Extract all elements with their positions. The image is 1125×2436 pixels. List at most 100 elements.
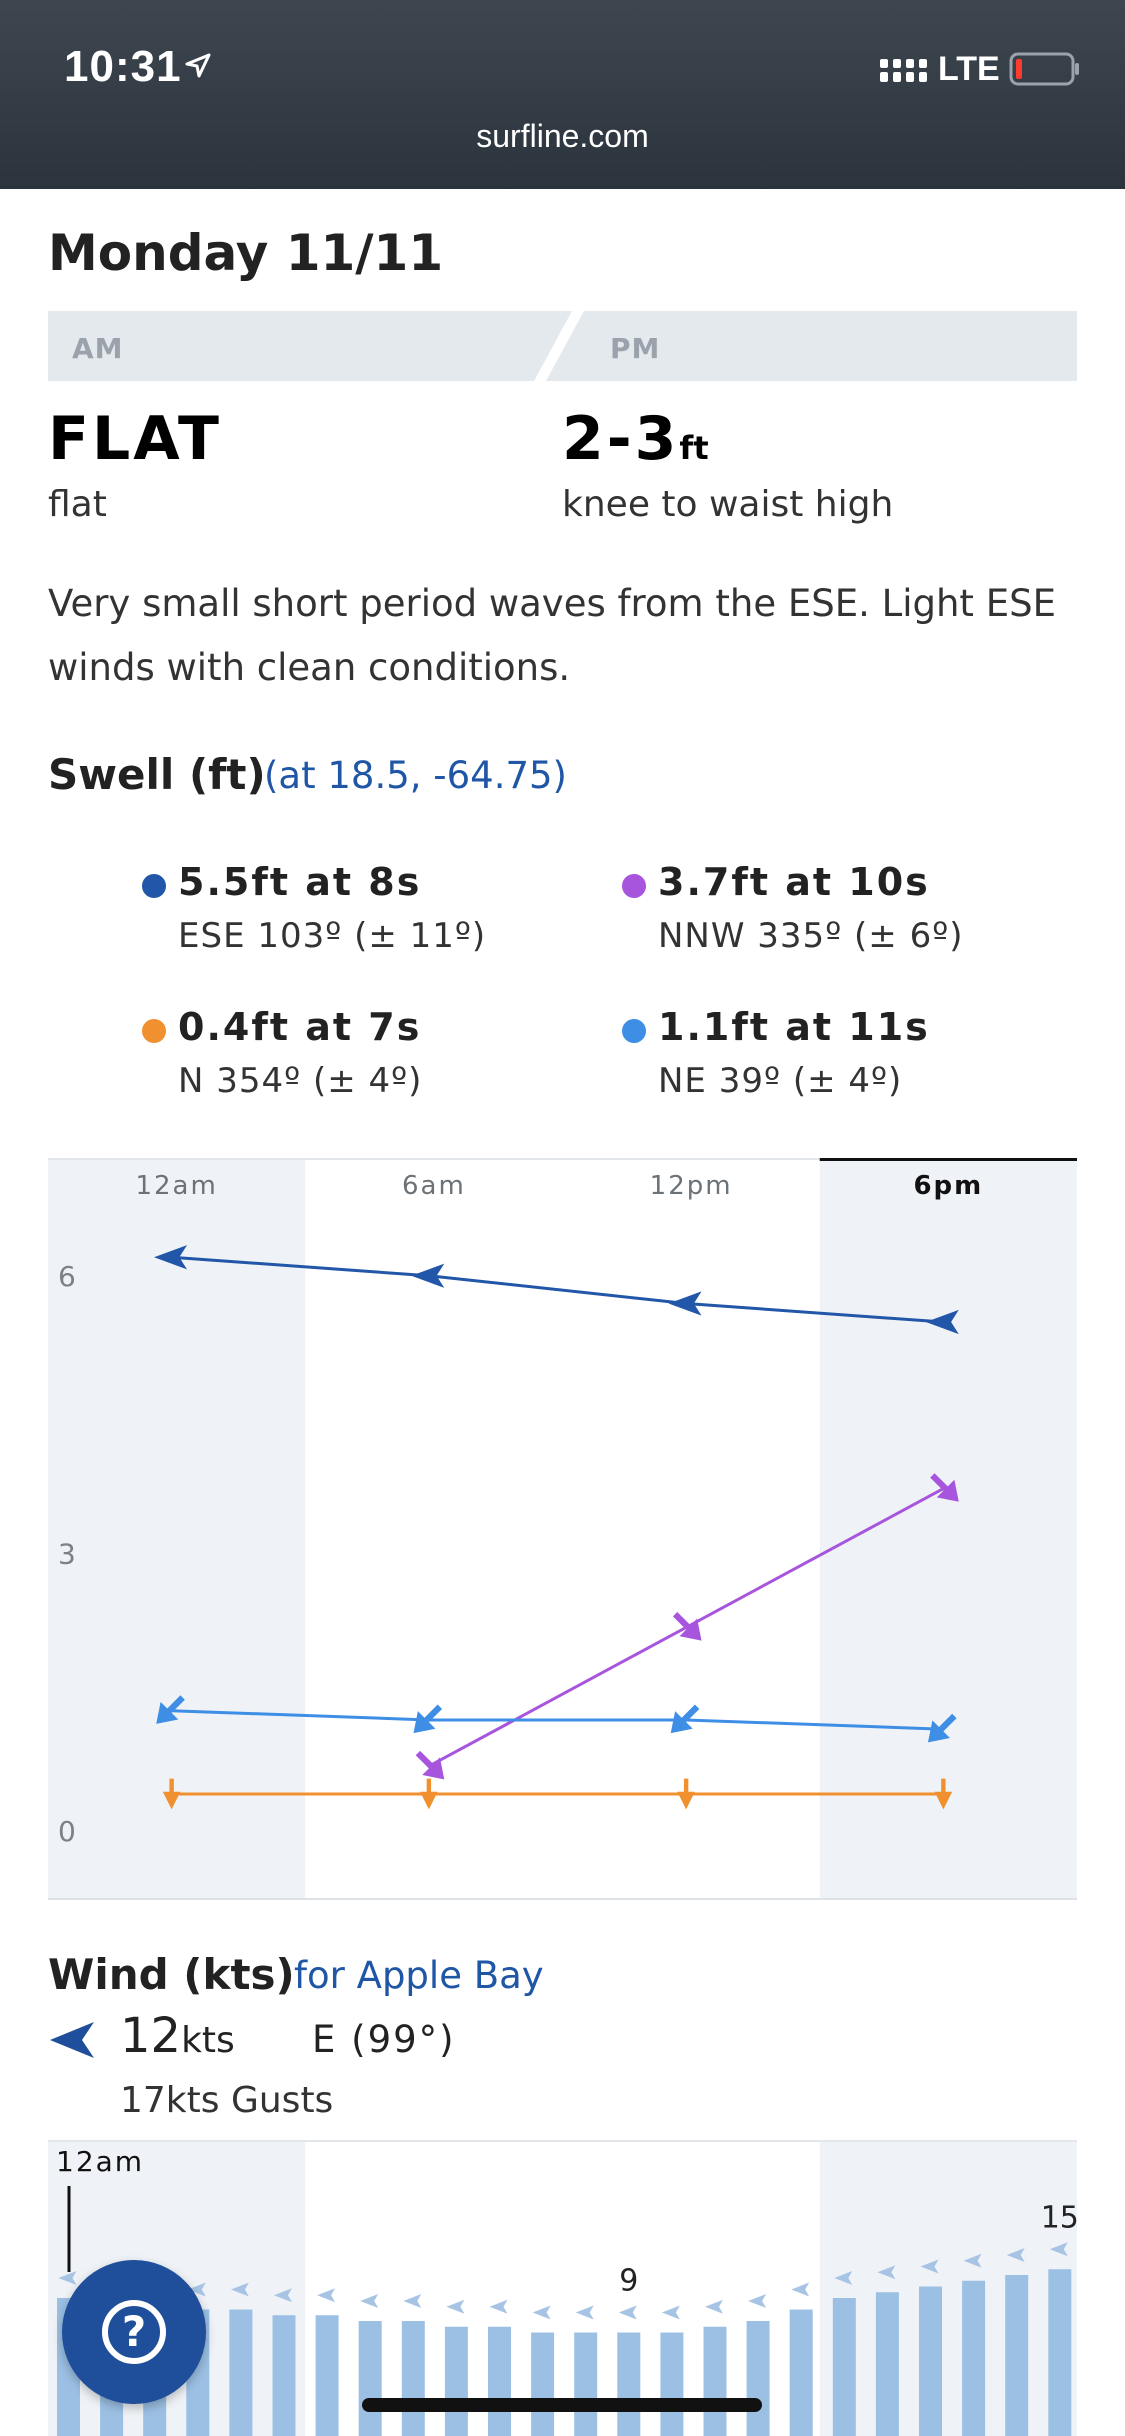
wind-bar-arrow: [1049, 2242, 1068, 2257]
wind-bar: [1005, 2275, 1029, 2436]
wind-bar-arrow: [489, 2299, 508, 2314]
swell-color-dot: [142, 1019, 166, 1043]
wind-column-bg: [562, 2140, 820, 2436]
wind-bar-arrow: [403, 2294, 422, 2308]
chart-column-bg: [48, 1158, 306, 1900]
swell-chart[interactable]: 12am 6am 12pm 6pm 0 3 6: [48, 1158, 1077, 1900]
swell-series-line: [171, 1709, 944, 1731]
wind-bar-arrow: [58, 2271, 77, 2285]
wind-bar-arrow: [618, 2305, 637, 2320]
wind-bar: [444, 2326, 468, 2436]
wind-bar-arrow: [963, 2253, 982, 2268]
pm-surf-height: 2-3ft: [562, 404, 709, 474]
swell-point-arrow: [668, 1291, 702, 1316]
wind-chart-svg[interactable]: 12am 9 15: [48, 2140, 1077, 2436]
wind-speed-unit: kts: [181, 2020, 235, 2061]
home-indicator[interactable]: [362, 2398, 762, 2412]
wind-bar-arrow: [748, 2294, 767, 2308]
wind-direction: E (99°): [312, 2018, 456, 2061]
wind-bar-arrow: [532, 2305, 551, 2320]
y-tick-label: 6: [58, 1260, 76, 1293]
swell-point-arrow: [930, 1473, 959, 1502]
swell-point-arrow: [415, 1750, 445, 1780]
wind-bar: [660, 2332, 684, 2436]
x-tick-label: 6am: [402, 1171, 466, 1201]
swell-point-arrow: [670, 1704, 700, 1734]
pm-height-value: 2-3: [562, 404, 680, 474]
y-tick-label: 0: [58, 1815, 76, 1848]
forecast-summary: Very small short period waves from the E…: [48, 582, 1056, 689]
wind-chart[interactable]: 12am 9 15: [48, 2140, 1077, 2436]
x-tick-label: 12am: [135, 1171, 217, 1201]
swell-direction: NNW 335º (± 6º): [658, 916, 964, 956]
swell-height-period: 5.5ft at 8s: [178, 860, 422, 904]
wind-bar: [1048, 2269, 1072, 2436]
swell-title: Swell (ft): [48, 750, 266, 799]
swell-chart-svg[interactable]: 12am 6am 12pm 6pm 0 3 6: [48, 1158, 1077, 1900]
swell-height-period: 1.1ft at 11s: [658, 1005, 930, 1049]
wind-bar: [531, 2332, 555, 2436]
swell-direction: ESE 103º (± 11º): [178, 916, 487, 956]
swell-color-dot: [622, 874, 646, 898]
wind-bar-arrow: [575, 2305, 594, 2320]
swell-point-arrow: [925, 1309, 959, 1335]
wind-bar: [488, 2326, 511, 2436]
pm-height-unit: ft: [679, 429, 709, 467]
wind-bar: [789, 2309, 813, 2436]
chart-column-bg: [819, 1158, 1077, 1900]
wind-location[interactable]: for Apple Bay: [294, 1954, 544, 1997]
swell-point-arrow: [413, 1704, 443, 1734]
wind-bar: [617, 2332, 641, 2436]
swell-color-dot: [142, 874, 166, 898]
wind-gusts: 17kts Gusts: [120, 2080, 334, 2121]
x-tick-label: 6pm: [913, 1171, 983, 1201]
wind-bar: [574, 2332, 598, 2436]
wind-bar-arrow: [791, 2282, 810, 2297]
help-button[interactable]: ?: [62, 2260, 206, 2404]
wind-bar-arrow: [1006, 2248, 1025, 2262]
wind-bar-arrow: [230, 2282, 249, 2297]
swell-point-arrow: [420, 1778, 438, 1810]
wind-bar: [875, 2292, 899, 2436]
question-mark-icon: ?: [102, 2300, 166, 2364]
wind-bar: [272, 2315, 296, 2436]
wind-title: Wind (kts): [48, 1950, 295, 1999]
wind-bar-label: 15: [1041, 2200, 1077, 2235]
pm-label: PM: [610, 332, 661, 365]
swell-point-arrow: [162, 1778, 181, 1810]
wind-bar-arrow: [705, 2299, 723, 2314]
swell-point-arrow: [927, 1713, 957, 1743]
battery-low-icon: [1009, 52, 1079, 86]
clock: 10:31: [64, 42, 182, 91]
swell-direction: N 354º (± 4º): [178, 1061, 423, 1101]
browser-status-bar: 10:31 LTE surfline.com: [0, 0, 1125, 189]
am-pm-divider: [534, 311, 584, 381]
address-bar[interactable]: surfline.com: [476, 118, 649, 154]
wind-bar: [919, 2286, 942, 2436]
wind-bar-arrow: [661, 2305, 680, 2320]
swell-point-arrow: [672, 1612, 702, 1641]
swell-location[interactable]: (at 18.5, -64.75): [264, 754, 567, 797]
swell-point-arrow: [411, 1263, 445, 1288]
wind-bar-arrow: [317, 2288, 336, 2303]
wind-bar-label: 9: [619, 2264, 638, 2299]
wind-direction-arrow-icon: [50, 2022, 94, 2058]
wind-column-bg: [819, 2140, 1077, 2436]
swell-color-dot: [622, 1019, 646, 1043]
swell-direction: NE 39º (± 4º): [658, 1061, 903, 1101]
am-surf-description: flat: [48, 484, 107, 525]
am-surf-height: FLAT: [48, 404, 222, 474]
wind-bar: [358, 2321, 382, 2436]
wind-bar: [229, 2309, 253, 2436]
swell-point-arrow: [156, 1695, 185, 1724]
swell-height-period: 0.4ft at 7s: [178, 1005, 422, 1049]
wind-column-bg: [305, 2140, 563, 2436]
swell-point-arrow: [154, 1245, 188, 1270]
wind-bar: [962, 2280, 986, 2436]
wind-bar-arrow: [187, 2282, 206, 2297]
wind-bar-arrow: [877, 2265, 896, 2280]
swell-point-arrow: [934, 1778, 953, 1810]
wind-bar-arrow: [920, 2259, 939, 2274]
wind-bar: [401, 2321, 425, 2436]
network-type: LTE: [938, 50, 1000, 88]
